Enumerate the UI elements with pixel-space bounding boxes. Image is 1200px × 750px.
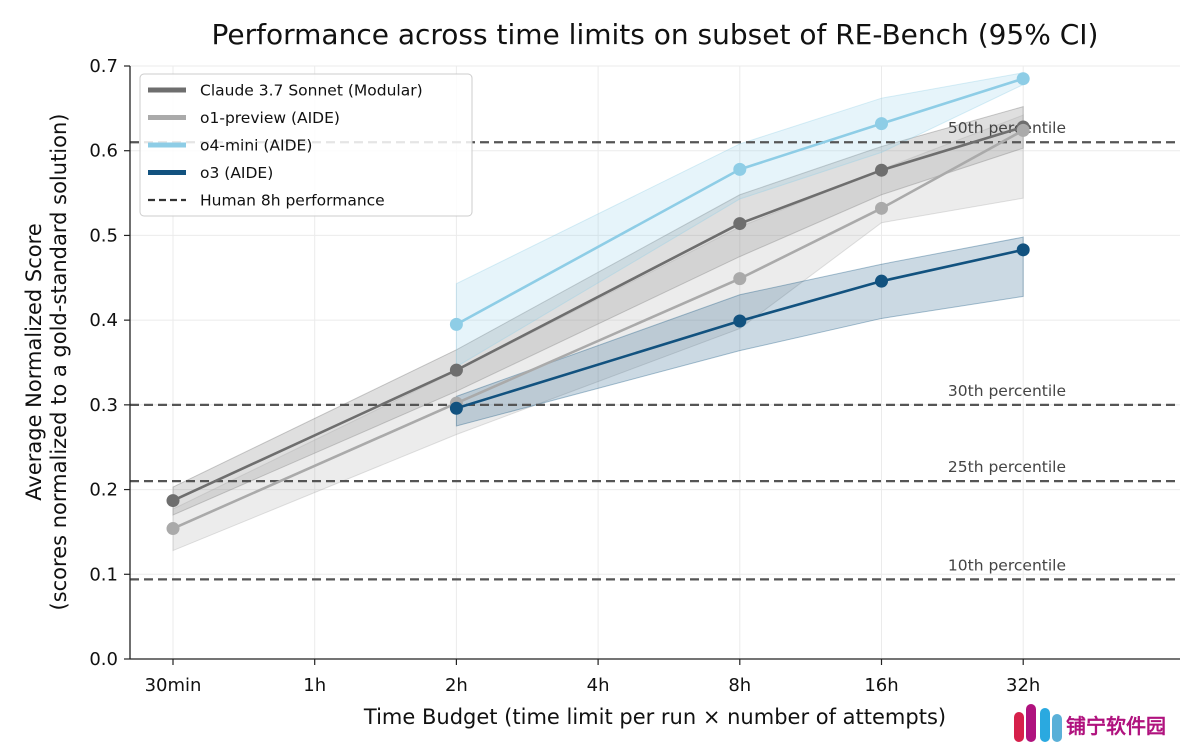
watermark-logo-bar [1026, 704, 1036, 742]
x-tick-label: 30min [145, 675, 202, 696]
y-tick-label: 0.7 [89, 56, 118, 77]
watermark: 铺宁软件园 [1014, 704, 1166, 742]
y-tick-label: 0.2 [89, 480, 118, 501]
legend-entry: Human 8h performance [200, 192, 385, 210]
watermark-logo-bar [1052, 714, 1062, 742]
y-tick-label: 0.0 [89, 649, 118, 670]
series-line [455, 77, 1024, 326]
x-tick-label: 32h [1006, 675, 1040, 696]
x-axis-label: Time Budget (time limit per run × number… [363, 705, 946, 729]
legend: Claude 3.7 Sonnet (Modular) o1-preview (A… [139, 73, 473, 217]
reference-line-label: 50th percentile [948, 119, 1066, 137]
data-point [733, 162, 747, 176]
ci-band [172, 114, 1024, 552]
legend-box [139, 73, 473, 217]
chart-title: Performance across time limits on subset… [212, 18, 1099, 51]
data-point [1016, 243, 1030, 257]
watermark-logo-bar [1040, 708, 1050, 742]
x-tick-label: 4h [587, 675, 610, 696]
reference-line-label: 25th percentile [948, 458, 1066, 476]
reference-lines: 50th percentile 30th percentile 25th perce… [130, 119, 1180, 581]
data-point [875, 274, 888, 288]
y-axis-label: Average Normalized Score [22, 223, 46, 501]
legend-entry: Claude 3.7 Sonnet (Modular) [200, 82, 423, 100]
data-point [733, 217, 747, 231]
data-point [449, 401, 463, 415]
x-tick-label: 8h [728, 675, 751, 696]
y-tick-label: 0.1 [89, 564, 118, 585]
legend-entry: o3 (AIDE) [200, 164, 273, 182]
data-point [733, 272, 747, 286]
y-tick-label: 0.3 [89, 395, 118, 416]
series-lines [166, 72, 1030, 536]
y-tick-label: 0.4 [89, 310, 118, 331]
watermark-logo [1014, 704, 1062, 742]
data-point [166, 522, 180, 536]
reference-line-label: 30th percentile [948, 382, 1066, 400]
data-point [449, 363, 463, 377]
data-point [1016, 123, 1030, 137]
data-point [733, 314, 747, 328]
series-line [456, 248, 1024, 410]
data-point [1016, 72, 1030, 86]
watermark-logo-bar [1014, 712, 1024, 742]
x-tick-label: 1h [303, 675, 326, 696]
ci-band [172, 106, 1024, 516]
y-tick-label: 0.6 [89, 141, 118, 162]
data-point [449, 317, 463, 331]
watermark-text: 铺宁软件园 [1066, 714, 1166, 738]
y-tick-label: 0.5 [89, 225, 118, 246]
axes: 0.0 0.1 0.2 0.3 0.4 0.5 0.6 0.7 30min 1h 2h 4h 8h 16h… [89, 56, 1180, 696]
legend-entry: o4-mini (AIDE) [200, 137, 312, 155]
x-tick-label: 16h [864, 675, 898, 696]
reference-line-label: 10th percentile [948, 556, 1066, 574]
data-point [875, 163, 888, 177]
data-point [166, 494, 180, 508]
x-tick-label: 2h [445, 675, 468, 696]
legend-entry: o1-preview (AIDE) [200, 109, 340, 127]
data-point [875, 117, 888, 131]
y-axis-sublabel: (scores normalized to a gold-standard so… [47, 114, 71, 611]
data-point [875, 201, 888, 215]
